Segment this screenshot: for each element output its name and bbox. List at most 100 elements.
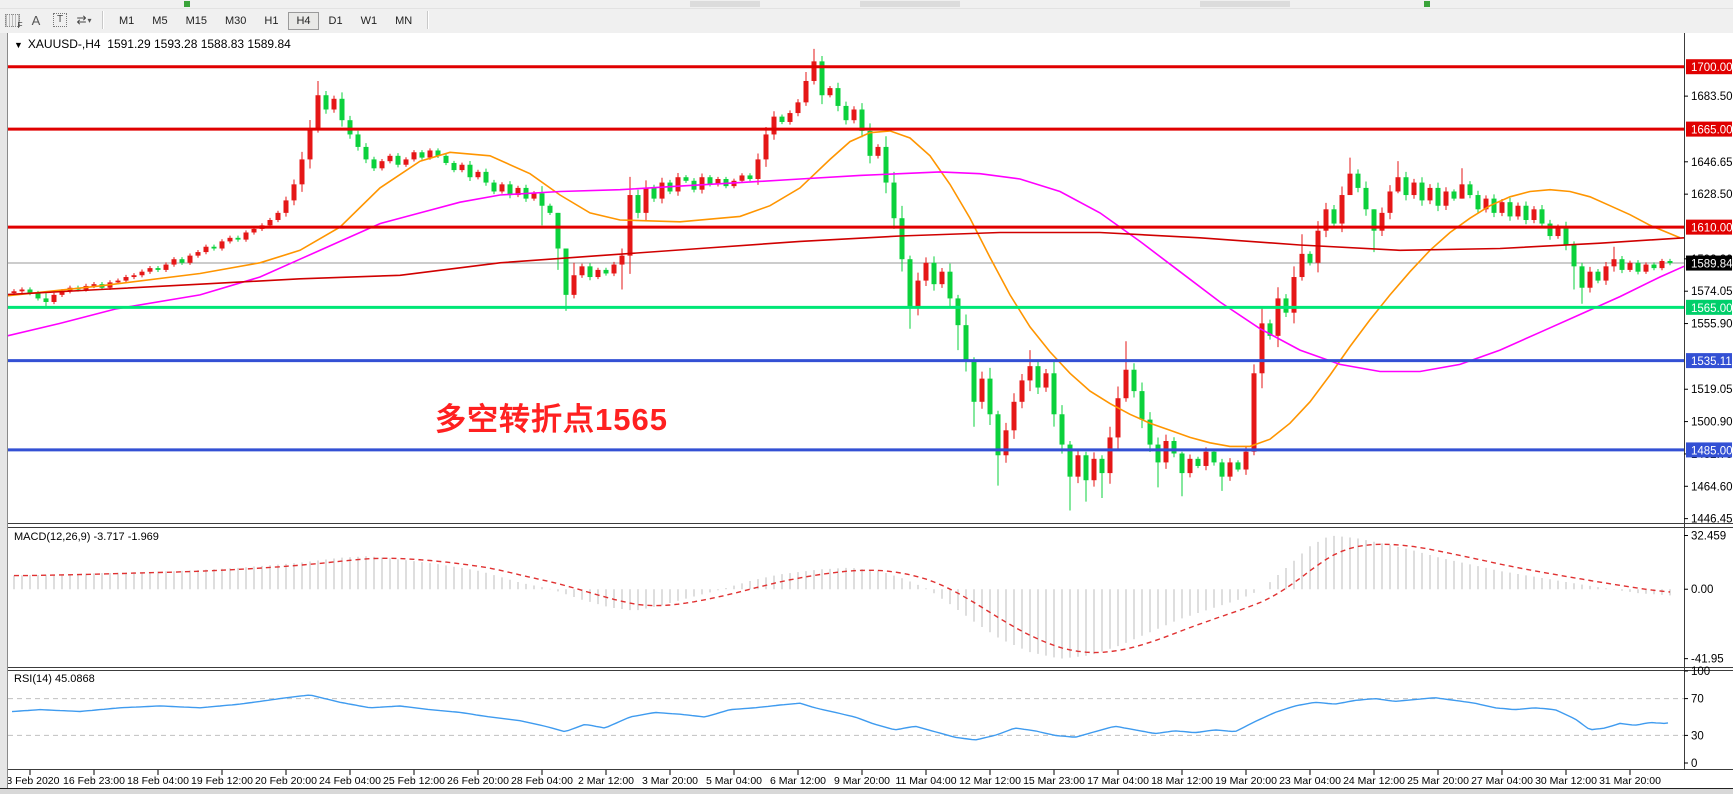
time-tick-label: 11 Mar 04:00 xyxy=(895,775,956,787)
candlestick-series[interactable] xyxy=(11,48,1673,511)
rsi-value: 45.0868 xyxy=(54,673,95,685)
time-tick-label: 15 Mar 23:00 xyxy=(1023,775,1085,787)
timeframe-button-m5[interactable]: M5 xyxy=(152,15,168,27)
price-badge-1700.00: 1700.00 xyxy=(1686,59,1733,75)
symbol-label: XAUUSD-,H4 xyxy=(27,37,101,51)
rsi-tick-label: 0 xyxy=(1691,758,1697,770)
macd-tick-label: -41.95 xyxy=(1691,654,1724,666)
timeframe-button-d1[interactable]: D1 xyxy=(328,15,343,27)
toolbar-separator xyxy=(102,11,104,29)
timeframe-button-w1[interactable]: W1 xyxy=(360,15,378,27)
time-tick-label: 17 Mar 04:00 xyxy=(1087,775,1149,787)
time-tick-label: 23 Mar 04:00 xyxy=(1279,775,1341,787)
price-badge-1589.84: 1589.84 xyxy=(1686,255,1733,271)
rsi-line xyxy=(11,694,1669,741)
svg-text:1665.00: 1665.00 xyxy=(1691,125,1733,137)
price-tick-label: 1683.50 xyxy=(1691,91,1733,103)
top-strip-fragment xyxy=(184,1,190,7)
rsi-name: RSI(14) xyxy=(14,673,52,685)
rsi-tick-label: 100 xyxy=(1691,666,1710,678)
time-tick-label: 6 Mar 12:00 xyxy=(770,775,826,787)
time-tick-label: 25 Mar 20:00 xyxy=(1407,775,1469,787)
time-tick-label: 30 Mar 12:00 xyxy=(1535,775,1597,787)
timeframe-button-m1[interactable]: M1 xyxy=(119,15,135,27)
price-tick-label: 1446.45 xyxy=(1691,514,1733,526)
price-tick-label: 1464.60 xyxy=(1691,481,1733,493)
window-bottom-edge xyxy=(0,788,1733,794)
dotted-grid-f-icon[interactable]: F xyxy=(1,11,23,30)
svg-text:1610.00: 1610.00 xyxy=(1691,223,1733,235)
time-axis[interactable]: 13 Feb 2020 16 Feb 23:00 18 Feb 04:00 19 Fe… xyxy=(1,770,1662,787)
svg-text:1589.84: 1589.84 xyxy=(1691,259,1733,271)
top-strip xyxy=(0,0,1733,9)
macd-values: -3.717 -1.969 xyxy=(93,531,159,543)
rsi-tick-label: 30 xyxy=(1691,730,1704,742)
macd-panel[interactable]: 32.459 0.00 -41.95 xyxy=(13,531,1726,666)
timeframe-button-m30[interactable]: M30 xyxy=(224,15,247,27)
svg-text:1535.11: 1535.11 xyxy=(1691,356,1732,368)
arrange-arrows-icon[interactable]: ⇄ ▾ xyxy=(76,13,92,27)
toolbar-separator xyxy=(427,11,430,29)
horizontal-lines[interactable] xyxy=(8,65,1684,452)
time-tick-label: 3 Mar 20:00 xyxy=(642,775,698,787)
top-strip-fragment xyxy=(860,1,960,7)
chart-menu-dropdown-icon[interactable]: ▼ xyxy=(14,40,23,50)
time-tick-label: 24 Feb 04:00 xyxy=(319,775,381,787)
macd-tick-label: 32.459 xyxy=(1691,531,1726,543)
timeframe-button-h1[interactable]: H1 xyxy=(264,15,279,27)
price-tick-label: 1628.50 xyxy=(1691,189,1733,201)
time-tick-label: 9 Mar 20:00 xyxy=(834,775,890,787)
time-tick-label: 19 Feb 12:00 xyxy=(191,775,253,787)
price-badge-1535.11: 1535.11 xyxy=(1686,353,1732,369)
rsi-tick-label: 70 xyxy=(1691,694,1704,706)
time-tick-label: 27 Mar 04:00 xyxy=(1471,775,1533,787)
time-tick-label: 13 Feb 2020 xyxy=(1,775,60,787)
top-strip-fragment xyxy=(1424,1,1430,7)
time-tick-label: 20 Feb 20:00 xyxy=(255,775,317,787)
time-tick-label: 2 Mar 12:00 xyxy=(578,775,634,787)
top-strip-fragment xyxy=(690,1,760,7)
time-tick-label: 24 Mar 12:00 xyxy=(1343,775,1405,787)
timeframe-group: M1 M5 M15 M30 H1 H4 D1 W1 MN xyxy=(110,11,421,30)
text-label-icon[interactable]: T xyxy=(49,11,71,29)
time-tick-label: 18 Feb 04:00 xyxy=(127,775,189,787)
window-left-edge xyxy=(0,33,8,788)
ohlc-values: 1591.29 1593.28 1588.83 1589.84 xyxy=(107,37,291,51)
price-badge-1665.00: 1665.00 xyxy=(1686,121,1733,137)
ma-mid-magenta-line xyxy=(0,171,1685,373)
ma-slow-red-line xyxy=(0,231,1685,296)
timeframe-button-h4[interactable]: H4 xyxy=(288,12,319,30)
price-badge-1565.00: 1565.00 xyxy=(1686,299,1733,315)
macd-name: MACD(12,26,9) xyxy=(14,531,91,543)
svg-text:1565.00: 1565.00 xyxy=(1691,303,1733,315)
time-tick-label: 18 Mar 12:00 xyxy=(1151,775,1213,787)
toolbar: F A T ⇄ ▾ M1 M5 M15 M30 H1 H4 D1 W1 MN xyxy=(0,9,1733,31)
font-a-icon[interactable]: A xyxy=(31,12,41,28)
time-tick-label: 25 Feb 12:00 xyxy=(383,775,445,787)
top-strip-fragment xyxy=(1200,1,1290,7)
svg-text:1700.00: 1700.00 xyxy=(1691,62,1733,74)
macd-label: MACD(12,26,9) -3.717 -1.969 xyxy=(14,531,159,543)
price-tick-label: 1574.05 xyxy=(1691,286,1733,298)
time-tick-label: 26 Feb 20:00 xyxy=(447,775,509,787)
chart-text-annotation[interactable]: 多空转折点1565 xyxy=(435,402,668,437)
timeframe-button-m15[interactable]: M15 xyxy=(185,15,207,27)
price-badge-1485.00: 1485.00 xyxy=(1686,442,1733,458)
time-tick-label: 19 Mar 20:00 xyxy=(1215,775,1277,787)
time-tick-label: 12 Mar 12:00 xyxy=(959,775,1021,787)
price-badge-1610.00: 1610.00 xyxy=(1686,219,1733,235)
time-tick-label: 28 Feb 04:00 xyxy=(511,775,573,787)
price-tick-label: 1646.65 xyxy=(1691,157,1733,169)
price-tick-label: 1519.05 xyxy=(1691,384,1733,396)
timeframe-button-mn[interactable]: MN xyxy=(395,15,413,27)
ma-fast-orange-line xyxy=(0,130,1681,448)
time-tick-label: 5 Mar 04:00 xyxy=(706,775,762,787)
price-tick-label: 1500.90 xyxy=(1691,417,1733,429)
price-tick-label: 1555.90 xyxy=(1691,319,1733,331)
time-tick-label: 16 Feb 23:00 xyxy=(63,775,125,787)
rsi-panel[interactable]: 100 70 30 0 xyxy=(8,666,1710,770)
macd-tick-label: 0.00 xyxy=(1691,584,1713,596)
chart-title: ▼ XAUUSD-,H4 1591.29 1593.28 1588.83 1589… xyxy=(14,37,291,51)
